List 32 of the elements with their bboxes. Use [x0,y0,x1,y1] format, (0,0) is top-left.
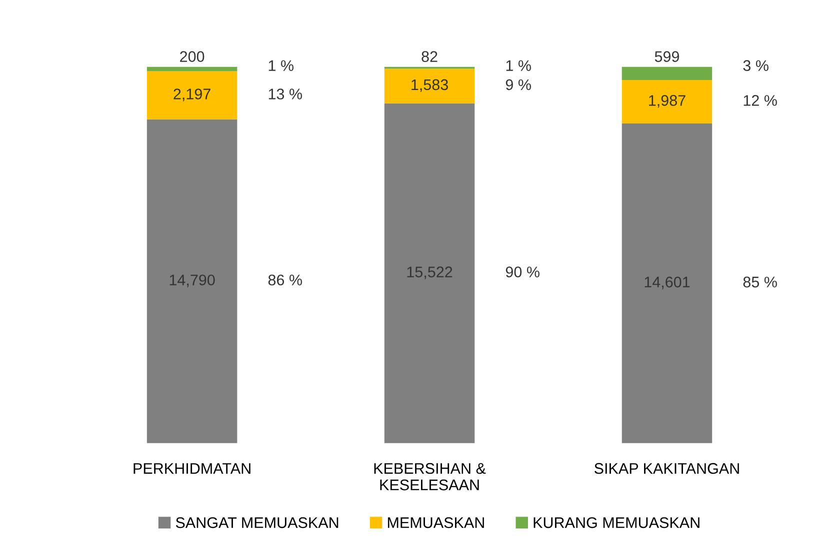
legend-label: KURANG MEMUASKAN [534,517,700,528]
bar [384,68,475,104]
annotation: 90 % [506,266,540,278]
data-label: 1,987 [649,95,686,108]
annotation: 3 % [743,60,768,71]
annotation: 1 % [268,60,294,71]
bar [622,124,712,444]
bar [146,119,238,444]
bar [384,103,475,444]
legend-label: SANGAT MEMUASKAN [176,517,338,528]
bar [146,66,238,72]
annotation: 85 % [743,276,777,288]
data-label: 14,601 [644,276,690,290]
bar [622,66,712,80]
data-label: 2,197 [174,88,210,102]
legend-label: MEMUASKAN [388,517,484,528]
x-tick-label: SIKAP KAKITANGAN [594,463,739,474]
annotation: 13 % [268,88,302,100]
annotation: 1 % [506,60,531,71]
data-label: 82 [422,51,438,62]
bar [622,80,712,124]
data-label: 599 [654,51,680,62]
data-label: 15,522 [407,266,452,280]
x-tick-label: PERKHIDMATAN [134,463,250,474]
data-label: 1,583 [412,79,448,92]
annotation: 12 % [744,95,777,106]
annotation: 86 % [268,274,302,286]
bar [146,71,238,120]
x-tick-label: KEBERSIHAN & KESELESAAN [374,463,486,490]
data-label: 200 [180,51,204,62]
data-label: 14,790 [170,274,215,288]
annotation: 9 % [506,79,531,90]
